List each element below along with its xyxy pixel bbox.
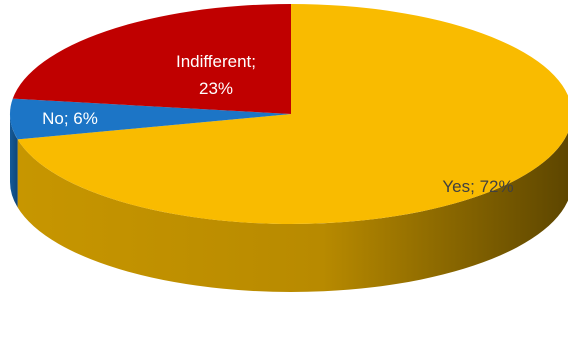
data-label-no: No; 6%: [42, 109, 98, 128]
pie-side-layer: [10, 114, 568, 293]
pie-label-layer: Yes; 72% No; 6% Indifferent; 23%: [42, 52, 513, 196]
pie-slice-indifferent: [12, 4, 291, 114]
pie-top-layer: [9, 4, 568, 224]
data-label-indifferent-line1: Indifferent;: [176, 52, 256, 71]
pie-side-yes: [17, 132, 568, 293]
pie-side-no: [10, 114, 18, 208]
pie-slice-yes: [17, 4, 568, 224]
pie-slice-no: [9, 98, 292, 140]
data-label-indifferent-line2: 23%: [199, 79, 233, 98]
data-label-yes: Yes; 72%: [442, 177, 513, 196]
